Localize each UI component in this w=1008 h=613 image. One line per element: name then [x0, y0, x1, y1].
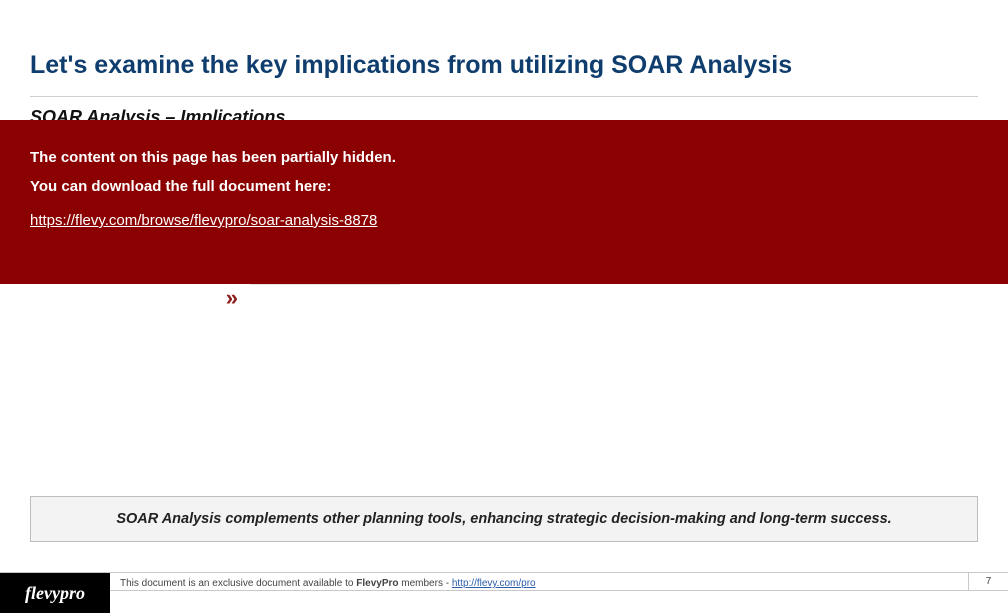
slide: Let's examine the key implications from …	[0, 0, 1008, 612]
page-title: Let's examine the key implications from …	[30, 50, 978, 97]
footer-logo: flevypro	[0, 573, 110, 613]
footer-prefix: This document is an exclusive document a…	[120, 578, 356, 589]
footer: flevypro This document is an exclusive d…	[0, 572, 1008, 612]
overlay-line1: The content on this page has been partia…	[30, 144, 978, 173]
footer-link[interactable]: http://flevy.com/pro	[452, 578, 536, 589]
arrow-icon: »	[226, 285, 238, 311]
summary-box: SOAR Analysis complements other planning…	[30, 496, 978, 542]
footer-text: This document is an exclusive document a…	[110, 573, 968, 591]
overlay-line2: You can download the full document here:	[30, 173, 978, 202]
hidden-content-overlay: The content on this page has been partia…	[0, 120, 1008, 284]
page-number-wrap: 7	[968, 573, 1008, 591]
footer-suffix: members -	[399, 578, 452, 589]
overlay-link[interactable]: https://flevy.com/browse/flevypro/soar-a…	[30, 207, 377, 236]
footer-bold: FlevyPro	[356, 578, 398, 589]
page-number: 7	[986, 576, 992, 587]
